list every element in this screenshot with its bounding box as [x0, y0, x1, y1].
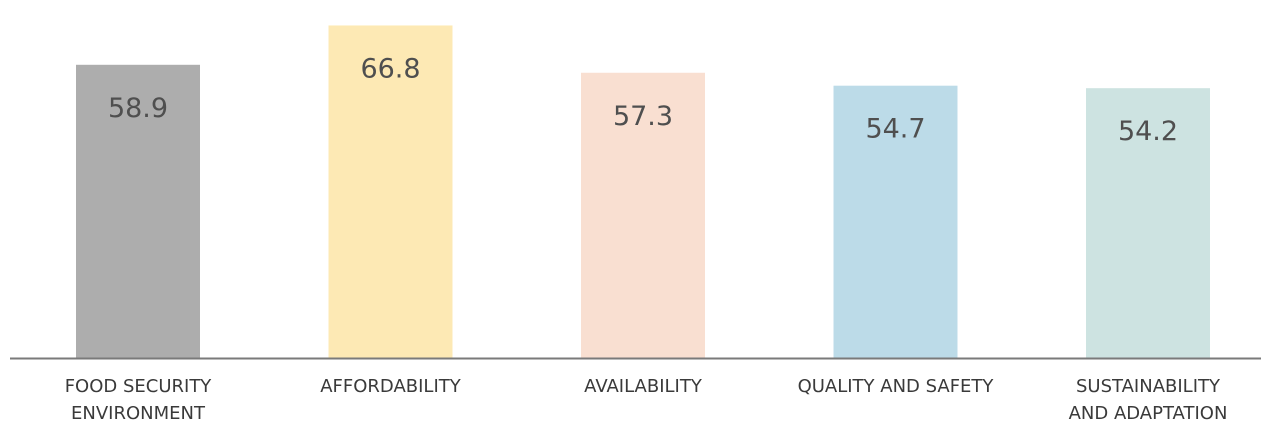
category-label-sustainability-and-adaptation: SUSTAINABILITY AND ADAPTATION — [1069, 376, 1228, 424]
bars-group — [76, 25, 1210, 359]
value-labels-group: 58.9 66.8 57.3 54.7 54.2 — [108, 53, 1178, 147]
value-label-availability: 57.3 — [613, 101, 673, 132]
bar-sustainability-and-adaptation — [1086, 88, 1210, 358]
category-label-food-security-environment: FOOD SECURITY ENVIRONMENT — [65, 376, 213, 424]
bar-affordability — [328, 25, 453, 358]
category-label-quality-and-safety: QUALITY AND SAFETY — [798, 376, 995, 397]
category-label-line: QUALITY AND SAFETY — [798, 376, 995, 397]
category-label-line: AND ADAPTATION — [1069, 403, 1228, 424]
bar-availability — [581, 72, 705, 358]
value-label-sustainability-and-adaptation: 54.2 — [1118, 116, 1178, 147]
category-label-line: ENVIRONMENT — [71, 403, 206, 424]
bar-quality-and-safety — [833, 85, 958, 358]
value-label-affordability: 66.8 — [360, 53, 420, 84]
value-label-quality-and-safety: 54.7 — [865, 114, 925, 145]
category-label-affordability: AFFORDABILITY — [320, 376, 462, 397]
category-labels-group: FOOD SECURITY ENVIRONMENT AFFORDABILITY AVA… — [65, 376, 1228, 424]
category-label-line: FOOD SECURITY — [65, 376, 213, 397]
category-label-line: AFFORDABILITY — [320, 376, 462, 397]
category-label-line: SUSTAINABILITY — [1076, 376, 1221, 397]
bar-food-security-environment — [76, 64, 200, 359]
value-label-food-security-environment: 58.9 — [108, 93, 168, 124]
category-label-line: AVAILABILITY — [584, 376, 703, 397]
category-label-availability: AVAILABILITY — [584, 376, 703, 397]
